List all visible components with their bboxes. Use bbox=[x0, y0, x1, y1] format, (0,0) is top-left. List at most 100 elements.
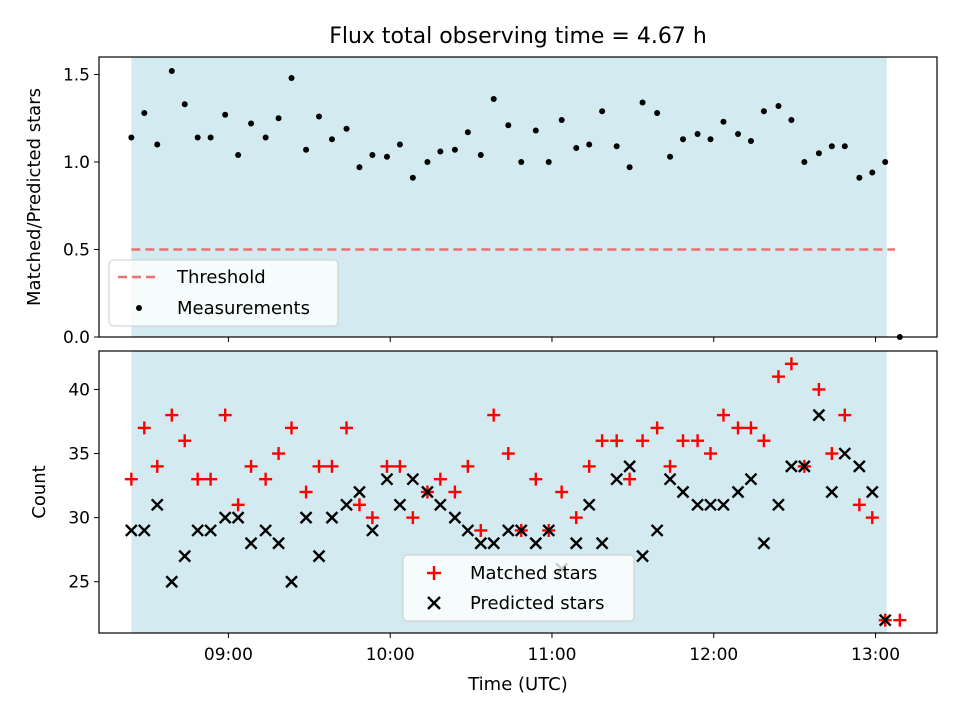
matched-star-point bbox=[312, 459, 326, 473]
bottom-ylabel: Count bbox=[29, 465, 50, 518]
measurement-point bbox=[235, 152, 242, 158]
measurement-point bbox=[518, 159, 525, 165]
measurement-point bbox=[396, 141, 403, 148]
bottom-ytick-label: 35 bbox=[68, 445, 90, 465]
predicted-star-point bbox=[772, 498, 785, 512]
matched-star-point bbox=[757, 434, 771, 448]
matched-star-point bbox=[299, 485, 313, 499]
matched-star-point bbox=[663, 459, 677, 473]
measurement-point bbox=[505, 122, 512, 129]
matched-star-point bbox=[325, 459, 339, 473]
measurement-point bbox=[424, 159, 431, 165]
top-ytick-label: 1.0 bbox=[63, 153, 90, 173]
bottom-xtick-label: 11:00 bbox=[527, 645, 576, 665]
predicted-star-point bbox=[691, 498, 704, 512]
predicted-star-point bbox=[393, 498, 407, 512]
matched-star-point bbox=[716, 408, 730, 422]
measurement-point bbox=[760, 108, 767, 115]
matched-star-point bbox=[555, 485, 569, 499]
predicted-star-point bbox=[785, 460, 798, 473]
predicted-star-point bbox=[433, 498, 447, 512]
bottom-legend: Matched stars Predicted stars bbox=[402, 554, 635, 622]
measurement-point bbox=[490, 96, 497, 102]
predicted-star-point bbox=[676, 485, 690, 499]
bottom-ytick-label: 30 bbox=[68, 509, 90, 529]
measurement-point bbox=[869, 169, 876, 176]
matched-star-point bbox=[623, 472, 637, 486]
measurement-point bbox=[303, 146, 310, 153]
predicted-star-point bbox=[663, 472, 677, 486]
matched-star-point bbox=[285, 421, 299, 435]
measurement-point bbox=[248, 120, 255, 127]
legend-predicted-marker bbox=[427, 596, 441, 610]
measurement-point bbox=[194, 134, 201, 141]
measurement-point bbox=[828, 143, 835, 150]
predicted-star-point bbox=[474, 536, 488, 550]
measurement-point bbox=[720, 118, 727, 125]
predicted-star-point bbox=[487, 536, 501, 550]
matched-star-point bbox=[771, 370, 785, 384]
predicted-star-point bbox=[610, 472, 624, 486]
predicted-star-point bbox=[636, 549, 649, 563]
measurement-point bbox=[222, 111, 229, 118]
legend-measurements-marker bbox=[136, 305, 142, 311]
predicted-star-point bbox=[650, 524, 664, 537]
matched-star-point bbox=[731, 421, 745, 435]
chart-title: Flux total observing time = 4.67 h bbox=[329, 24, 707, 49]
matched-star-point bbox=[487, 408, 501, 422]
measurement-point bbox=[775, 103, 782, 109]
matched-star-point bbox=[610, 434, 624, 448]
predicted-star-point bbox=[259, 524, 272, 537]
predicted-star-point bbox=[448, 511, 462, 524]
measurement-point bbox=[558, 117, 565, 123]
measurement-point bbox=[639, 99, 646, 106]
measurement-point bbox=[694, 131, 701, 137]
top-ylabel: Matched/Predicted stars bbox=[24, 88, 45, 306]
predicted-star-point bbox=[812, 408, 826, 422]
measurement-point bbox=[586, 141, 593, 148]
matched-star-point bbox=[893, 613, 907, 627]
predicted-star-point bbox=[797, 460, 811, 473]
top-legend: Threshold Measurements bbox=[108, 259, 339, 327]
measurement-point bbox=[316, 113, 323, 120]
matched-star-point bbox=[838, 408, 852, 422]
matched-star-point bbox=[474, 523, 488, 537]
predicted-star-point bbox=[125, 524, 138, 537]
matched-star-point bbox=[461, 459, 475, 473]
matched-star-point bbox=[595, 434, 609, 448]
measurement-point bbox=[707, 136, 714, 143]
measurement-point bbox=[788, 117, 795, 123]
measurement-point bbox=[599, 108, 606, 115]
measurement-point bbox=[288, 75, 295, 81]
legend-predicted-label: Predicted stars bbox=[470, 593, 604, 614]
matched-star-point bbox=[448, 485, 462, 499]
predicted-star-point bbox=[878, 613, 892, 627]
matched-star-point bbox=[352, 498, 366, 512]
predicted-star-point bbox=[514, 524, 528, 537]
predicted-star-point bbox=[744, 472, 758, 486]
matched-star-point bbox=[272, 447, 286, 461]
top-ytick-label: 1.5 bbox=[63, 66, 90, 86]
measurement-point bbox=[477, 152, 484, 158]
predicted-star-point bbox=[542, 524, 556, 537]
measurement-point bbox=[181, 101, 188, 108]
matched-star-point bbox=[582, 459, 596, 473]
predicted-star-point bbox=[595, 536, 609, 550]
measurement-point bbox=[207, 134, 214, 141]
predicted-star-point bbox=[406, 472, 420, 486]
legend-matched-label: Matched stars bbox=[470, 563, 597, 584]
predicted-star-point bbox=[366, 524, 379, 537]
top-legend-box bbox=[108, 259, 339, 327]
bottom-xtick-label: 10:00 bbox=[366, 645, 415, 665]
measurement-point bbox=[747, 138, 754, 144]
predicted-star-point bbox=[340, 498, 353, 512]
bottom-xlabel: Time (UTC) bbox=[467, 674, 568, 695]
bottom-ytick-label: 25 bbox=[68, 573, 90, 593]
predicted-star-point bbox=[218, 511, 232, 524]
matched-star-point bbox=[433, 472, 447, 486]
matched-star-point bbox=[636, 434, 650, 448]
top-panel-frame bbox=[98, 56, 938, 338]
predicted-star-point bbox=[178, 549, 192, 563]
measurement-point bbox=[856, 174, 863, 181]
